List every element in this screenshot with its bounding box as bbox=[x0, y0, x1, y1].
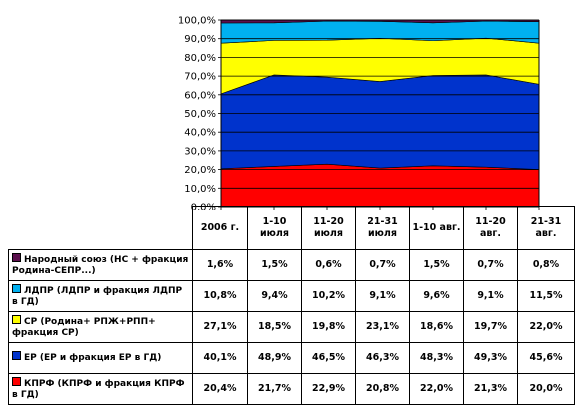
column-header: 21-31 июля bbox=[356, 207, 410, 250]
data-cell: 20,4% bbox=[193, 374, 248, 405]
data-cell: 18,5% bbox=[248, 312, 302, 343]
stacked-area-chart: 0,0%10,0%20,0%30,0%40,0%50,0%60,0%70,0%8… bbox=[0, 0, 578, 210]
data-cell: 0,8% bbox=[518, 250, 575, 281]
area-series bbox=[221, 164, 539, 207]
series-label: ЕР (ЕР и фракция ЕР в ГД) bbox=[9, 343, 193, 374]
series-label: ЛДПР (ЛДПР и фракция ЛДПР в ГД) bbox=[9, 281, 193, 312]
y-tick-label: 30,0% bbox=[184, 146, 216, 157]
data-cell: 9,1% bbox=[356, 281, 410, 312]
data-cell: 10,2% bbox=[302, 281, 356, 312]
table-row: КПРФ (КПРФ и фракция КПРФ в ГД) 20,4%21,7… bbox=[9, 374, 575, 405]
y-tick-label: 100,0% bbox=[178, 16, 216, 27]
data-cell: 20,0% bbox=[518, 374, 575, 405]
y-tick-label: 50,0% bbox=[184, 109, 216, 120]
data-cell: 22,0% bbox=[410, 374, 464, 405]
y-tick-label: 80,0% bbox=[184, 53, 216, 64]
series-name: ЕР (ЕР и фракция ЕР в ГД) bbox=[24, 353, 161, 363]
data-cell: 0,7% bbox=[464, 250, 518, 281]
column-header: 21-31 авг. bbox=[518, 207, 575, 250]
column-header: 1-10 июля bbox=[248, 207, 302, 250]
table-header-row: 2006 г. 1-10 июля 11-20 июля 21-31 июля … bbox=[9, 207, 575, 250]
column-header: 1-10 авг. bbox=[410, 207, 464, 250]
data-cell: 1,6% bbox=[193, 250, 248, 281]
data-cell: 21,7% bbox=[248, 374, 302, 405]
data-cell: 45,6% bbox=[518, 343, 575, 374]
data-cell: 9,6% bbox=[410, 281, 464, 312]
data-cell: 20,8% bbox=[356, 374, 410, 405]
y-tick-label: 70,0% bbox=[184, 72, 216, 83]
data-cell: 48,3% bbox=[410, 343, 464, 374]
series-name: Народный союз (НС + фракция Родина-СЕПР.… bbox=[12, 255, 188, 276]
data-table: 2006 г. 1-10 июля 11-20 июля 21-31 июля … bbox=[8, 206, 575, 405]
table-row: СР (Родина+ РПЖ+РПП+ фракция СР)27,1%18,… bbox=[9, 312, 575, 343]
data-cell: 49,3% bbox=[464, 343, 518, 374]
data-cell: 22,0% bbox=[518, 312, 575, 343]
data-cell: 9,1% bbox=[464, 281, 518, 312]
data-cell: 18,6% bbox=[410, 312, 464, 343]
table-row: ЕР (ЕР и фракция ЕР в ГД) 40,1%48,9%46,5%… bbox=[9, 343, 575, 374]
series-name: КПРФ (КПРФ и фракция КПРФ в ГД) bbox=[12, 379, 185, 400]
y-tick-label: 10,0% bbox=[184, 184, 216, 195]
data-cell: 9,4% bbox=[248, 281, 302, 312]
column-header: 2006 г. bbox=[193, 207, 248, 250]
data-cell: 23,1% bbox=[356, 312, 410, 343]
y-tick-label: 40,0% bbox=[184, 128, 216, 139]
data-cell: 0,6% bbox=[302, 250, 356, 281]
data-cell: 1,5% bbox=[248, 250, 302, 281]
legend-swatch bbox=[12, 315, 21, 324]
data-cell: 19,7% bbox=[464, 312, 518, 343]
legend-swatch bbox=[12, 351, 21, 360]
area-series bbox=[221, 75, 539, 170]
data-cell: 1,5% bbox=[410, 250, 464, 281]
series-label: СР (Родина+ РПЖ+РПП+ фракция СР) bbox=[9, 312, 193, 343]
data-cell: 27,1% bbox=[193, 312, 248, 343]
data-cell: 40,1% bbox=[193, 343, 248, 374]
legend-swatch bbox=[12, 377, 21, 386]
table-row: Народный союз (НС + фракция Родина-СЕПР.… bbox=[9, 250, 575, 281]
data-cell: 21,3% bbox=[464, 374, 518, 405]
data-cell: 0,7% bbox=[356, 250, 410, 281]
data-cell: 19,8% bbox=[302, 312, 356, 343]
y-tick-label: 60,0% bbox=[184, 90, 216, 101]
data-cell: 46,3% bbox=[356, 343, 410, 374]
legend-swatch bbox=[12, 284, 21, 293]
data-cell: 22,9% bbox=[302, 374, 356, 405]
series-name: ЛДПР (ЛДПР и фракция ЛДПР в ГД) bbox=[12, 286, 182, 307]
table-row: ЛДПР (ЛДПР и фракция ЛДПР в ГД) 10,8%9,4%… bbox=[9, 281, 575, 312]
legend-swatch bbox=[12, 253, 21, 262]
series-name: СР (Родина+ РПЖ+РПП+ фракция СР) bbox=[12, 317, 156, 338]
series-label: КПРФ (КПРФ и фракция КПРФ в ГД) bbox=[9, 374, 193, 405]
data-cell: 10,8% bbox=[193, 281, 248, 312]
data-cell: 46,5% bbox=[302, 343, 356, 374]
data-cell: 11,5% bbox=[518, 281, 575, 312]
column-header: 11-20 авг. bbox=[464, 207, 518, 250]
series-label: Народный союз (НС + фракция Родина-СЕПР.… bbox=[9, 250, 193, 281]
column-header: 11-20 июля bbox=[302, 207, 356, 250]
y-tick-label: 20,0% bbox=[184, 165, 216, 176]
table-corner bbox=[9, 207, 193, 250]
data-cell: 48,9% bbox=[248, 343, 302, 374]
y-tick-label: 90,0% bbox=[184, 34, 216, 45]
